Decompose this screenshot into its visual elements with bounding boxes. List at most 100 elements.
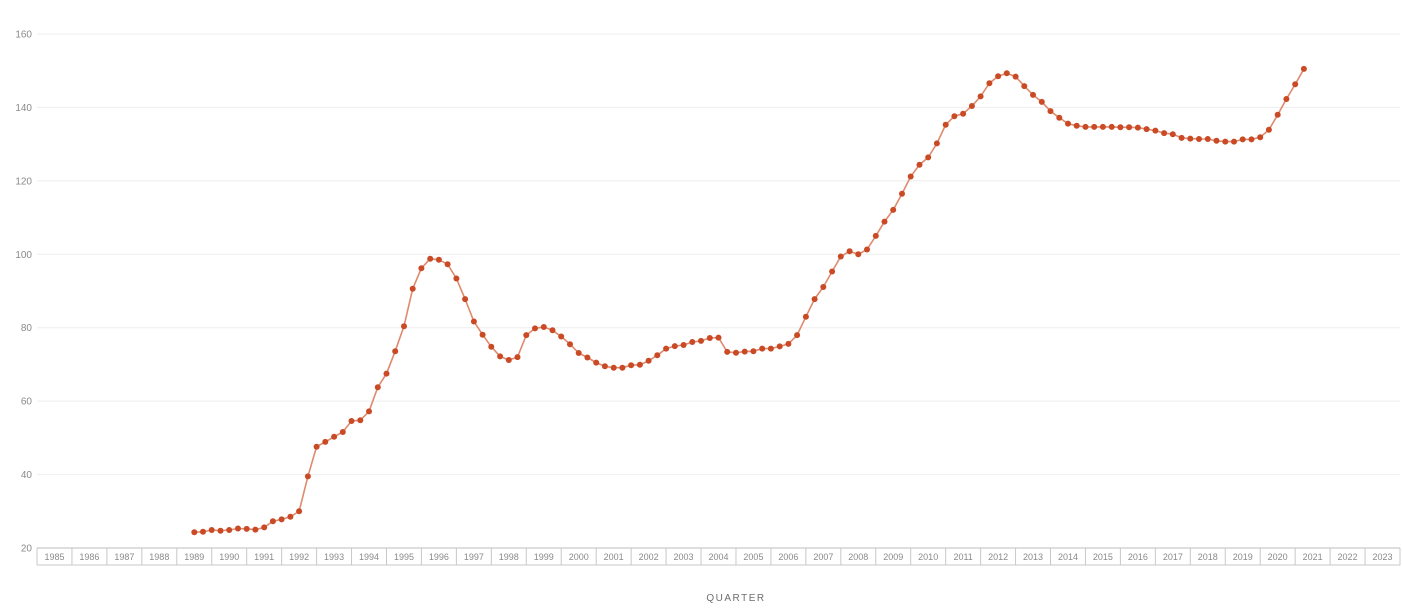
- data-point: [435, 256, 442, 263]
- data-point: [514, 354, 521, 361]
- data-point: [820, 284, 827, 290]
- data-point: [724, 348, 731, 355]
- data-point: [444, 261, 451, 268]
- data-point: [567, 341, 573, 348]
- data-point: [1161, 130, 1168, 137]
- data-point: [479, 331, 486, 338]
- x-tick-label: 2019: [1233, 552, 1253, 562]
- x-tick-label: 2004: [708, 552, 728, 562]
- data-point: [1091, 123, 1098, 130]
- data-point: [872, 232, 879, 239]
- x-tick-label: 2002: [639, 552, 659, 562]
- x-tick-label: 1993: [324, 552, 344, 562]
- data-point: [1082, 123, 1089, 130]
- x-tick-label: 2013: [1023, 552, 1043, 562]
- x-tick-label: 1985: [44, 552, 64, 562]
- data-point: [1274, 111, 1281, 118]
- data-point: [733, 349, 739, 356]
- data-point: [1056, 114, 1063, 121]
- x-tick-label: 1995: [394, 552, 414, 562]
- data-point: [1300, 65, 1307, 72]
- y-tick-label: 80: [21, 323, 33, 334]
- x-tick-label: 2014: [1058, 552, 1078, 562]
- x-tick-label: 1998: [499, 552, 519, 562]
- data-point: [933, 140, 940, 147]
- data-point: [252, 526, 259, 533]
- data-point: [645, 357, 652, 364]
- data-point: [505, 357, 512, 363]
- data-point: [1099, 123, 1106, 130]
- data-point: [916, 161, 923, 168]
- x-tick-label: 2010: [918, 552, 938, 562]
- data-point: [610, 364, 617, 371]
- x-tick-label: 1988: [149, 552, 169, 562]
- data-point: [322, 438, 329, 445]
- y-gridlines: [37, 33, 1400, 476]
- y-tick-label: 20: [21, 544, 33, 555]
- data-point: [1204, 136, 1211, 142]
- x-tick-label: 2021: [1303, 552, 1323, 562]
- x-tick-label: 1987: [114, 552, 134, 562]
- data-point: [1257, 134, 1264, 141]
- x-tick-label: 2020: [1268, 552, 1288, 562]
- x-tick-label: 2022: [1338, 552, 1358, 562]
- data-point: [1012, 73, 1019, 80]
- data-point: [217, 527, 224, 534]
- x-tick-label: 2015: [1093, 552, 1113, 562]
- data-point: [855, 251, 862, 258]
- data-point: [269, 518, 276, 525]
- x-tick-label: 1992: [289, 552, 309, 562]
- data-point: [671, 343, 678, 350]
- series: [191, 65, 1307, 536]
- data-point: [706, 335, 713, 341]
- data-point: [890, 206, 897, 213]
- data-point: [1265, 126, 1272, 133]
- data-point: [829, 268, 836, 275]
- data-point: [296, 508, 303, 515]
- data-point: [986, 80, 993, 87]
- data-point: [951, 113, 958, 120]
- data-point: [331, 433, 338, 440]
- data-point: [584, 354, 591, 361]
- data-point: [1196, 136, 1202, 142]
- data-point: [1187, 135, 1194, 142]
- x-tick-label: 1999: [534, 552, 554, 562]
- series-line: [194, 68, 1305, 533]
- x-tick-label: 2011: [953, 552, 972, 562]
- data-point: [1283, 96, 1290, 102]
- data-point: [811, 296, 818, 303]
- data-point: [304, 473, 311, 480]
- data-point: [619, 364, 626, 371]
- data-point: [925, 154, 932, 161]
- data-point: [942, 121, 949, 128]
- data-point: [339, 429, 346, 435]
- y-tick-label: 100: [15, 250, 32, 261]
- data-point: [313, 443, 320, 450]
- data-point: [715, 334, 722, 341]
- data-point: [899, 190, 905, 197]
- data-point: [261, 524, 268, 531]
- data-point: [383, 370, 390, 377]
- data-point: [864, 246, 870, 253]
- data-point: [1126, 124, 1133, 131]
- data-point: [881, 218, 888, 225]
- data-point: [235, 525, 241, 532]
- data-point: [907, 173, 914, 180]
- x-tick-label: 1990: [219, 552, 239, 562]
- x-tick-label: 2023: [1373, 552, 1393, 562]
- data-point: [287, 513, 294, 520]
- data-point: [741, 348, 748, 355]
- x-tick-label: 1989: [184, 552, 204, 562]
- data-point: [1222, 138, 1229, 145]
- data-point: [497, 353, 504, 360]
- data-point: [549, 327, 556, 334]
- data-point: [636, 361, 643, 368]
- data-point: [689, 339, 696, 345]
- x-tick-label: 1997: [464, 552, 484, 562]
- data-point: [1108, 123, 1115, 130]
- data-point: [540, 324, 547, 330]
- data-point: [462, 296, 469, 303]
- data-point: [1292, 81, 1299, 88]
- x-axis-label: QUARTER: [706, 593, 765, 604]
